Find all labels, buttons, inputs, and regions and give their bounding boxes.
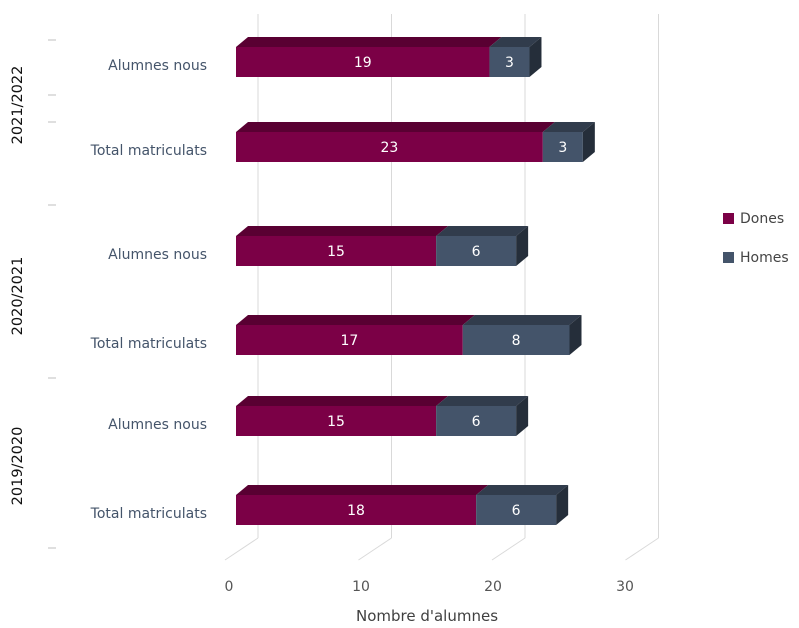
bar-top <box>236 396 449 406</box>
y-category-label: Total matriculats <box>90 143 207 159</box>
bar-top <box>476 485 569 495</box>
x-axis-title: Nombre d'alumnes <box>356 607 498 625</box>
bar-homes <box>462 325 570 355</box>
bar-dones <box>236 495 477 525</box>
group-label: 2020/2021 <box>10 257 26 336</box>
bar-dones <box>236 325 463 355</box>
bars-layer <box>236 37 595 525</box>
data-label: 8 <box>512 333 521 349</box>
y-category-label: Total matriculats <box>90 506 207 522</box>
x-tick-label: 10 <box>352 579 370 595</box>
bar-dones <box>236 47 490 77</box>
legend-swatch-dones <box>723 213 734 224</box>
x-tick-label: 0 <box>225 579 234 595</box>
legend-label-dones: Dones <box>740 211 784 227</box>
data-label: 3 <box>558 140 567 156</box>
bar-dones <box>236 132 543 162</box>
bar-top <box>236 122 555 132</box>
data-label: 19 <box>354 55 372 71</box>
bar-dones <box>236 406 437 436</box>
bar-top <box>236 485 489 495</box>
data-label: 6 <box>472 414 481 430</box>
data-label: 23 <box>380 140 398 156</box>
data-label: 3 <box>505 55 514 71</box>
data-label: 18 <box>347 503 365 519</box>
bar-top <box>462 315 582 325</box>
bar-dones <box>236 236 437 266</box>
x-tick-label: 30 <box>616 579 634 595</box>
floor-line <box>358 537 392 561</box>
bar-top <box>236 37 502 47</box>
y-category-label: Alumnes nous <box>108 58 207 74</box>
bar-top <box>436 396 529 406</box>
y-category-label: Total matriculats <box>90 336 207 352</box>
legend: Dones Homes <box>723 211 789 266</box>
bar-top <box>236 315 475 325</box>
bar-top <box>436 226 529 236</box>
x-axis: 0 10 20 30 <box>225 579 634 595</box>
group-label: 2019/2020 <box>10 427 26 506</box>
bar-side <box>516 396 529 436</box>
data-label: 15 <box>327 414 345 430</box>
bar-homes <box>489 47 530 77</box>
y-category-label: Alumnes nous <box>108 247 207 263</box>
y-category-label: Alumnes nous <box>108 417 207 433</box>
floor-line <box>625 537 659 561</box>
data-label: 6 <box>472 244 481 260</box>
bar-side <box>529 37 542 77</box>
bar-side <box>569 315 582 355</box>
grid-layer <box>224 14 659 561</box>
legend-label-homes: Homes <box>740 250 789 266</box>
data-label: 6 <box>512 503 521 519</box>
bar-homes <box>476 495 557 525</box>
bar-top <box>236 226 449 236</box>
bar-homes <box>436 236 517 266</box>
floor-line <box>491 537 526 561</box>
bar-side <box>582 122 595 162</box>
floor-line <box>224 537 259 561</box>
bar-side <box>516 226 529 266</box>
bar-top <box>489 37 542 47</box>
labels-layer: 19 3 Alumnes nous 23 3 Total matriculats 15 6 Al… <box>10 39 567 549</box>
bar-side <box>556 485 569 525</box>
data-label: 17 <box>340 333 358 349</box>
group-label: 2021/2022 <box>10 66 26 145</box>
legend-swatch-homes <box>723 252 734 263</box>
x-tick-label: 20 <box>484 579 502 595</box>
bar-top <box>542 122 595 132</box>
bar-homes <box>542 132 583 162</box>
data-label: 15 <box>327 244 345 260</box>
bar-homes <box>436 406 517 436</box>
